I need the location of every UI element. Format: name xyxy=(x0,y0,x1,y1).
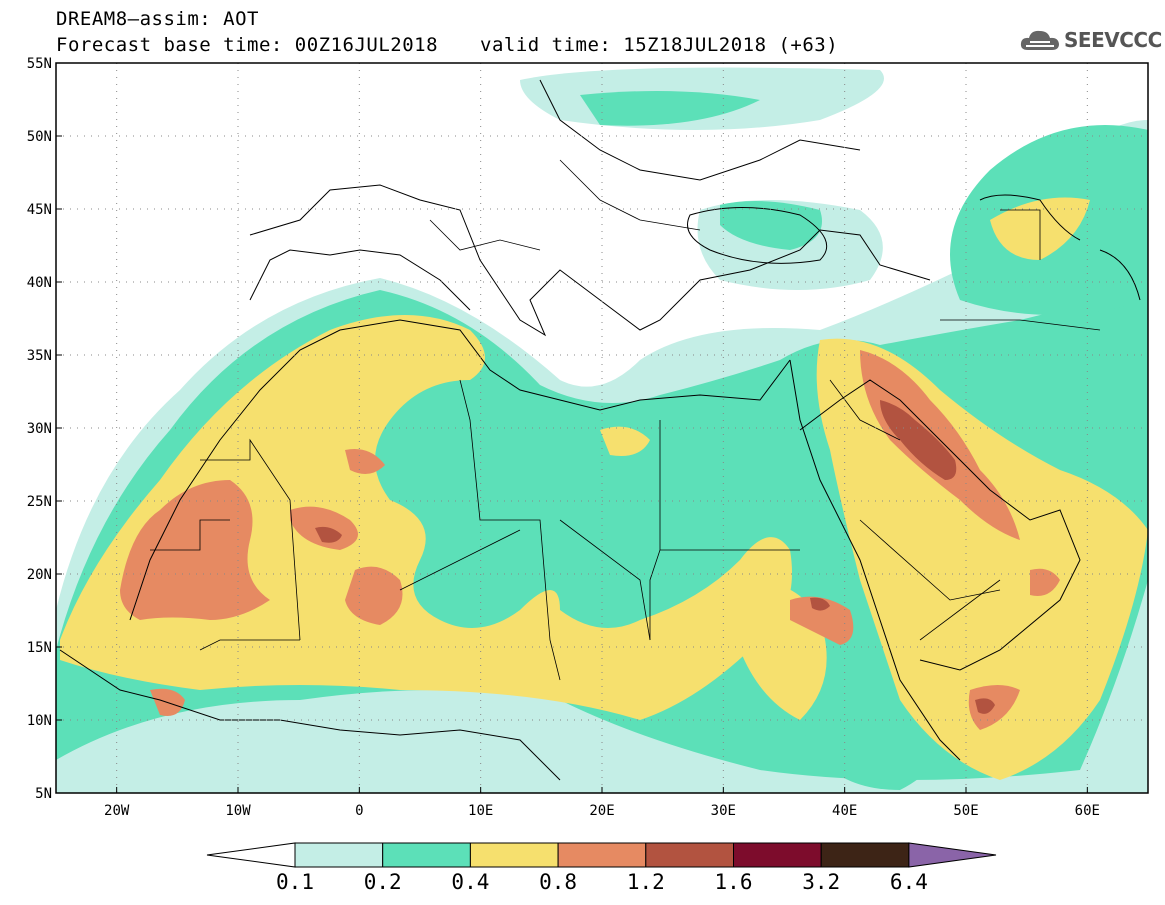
colorbar-level-label: 6.4 xyxy=(889,870,928,894)
colorbar-level-label: 0.8 xyxy=(539,870,578,894)
colorbar-level-label: 0.1 xyxy=(276,870,314,894)
colorbar-swatch xyxy=(557,842,647,868)
colorbar-level-label: 0.4 xyxy=(451,870,490,894)
aot-contour-12-16 xyxy=(315,400,995,714)
colorbar-level-label: 1.2 xyxy=(626,870,665,894)
cloud-icon xyxy=(1020,30,1059,50)
longitude-labels: 20W 10W 0 10E 20E 30E 40E 50E 60E xyxy=(104,803,1100,819)
lon-label: 50E xyxy=(953,803,978,819)
logo-text: SEEVCCC xyxy=(1064,28,1162,52)
colorbar xyxy=(206,842,997,868)
seevccc-logo: SEEVCCC xyxy=(1018,26,1162,56)
lon-label: 20W xyxy=(104,803,130,819)
colorbar-swatch xyxy=(820,842,910,868)
lat-label: 55N xyxy=(27,56,52,72)
lon-label: 20E xyxy=(589,803,614,819)
lon-label: 10E xyxy=(468,803,493,819)
lat-label: 20N xyxy=(27,567,52,583)
lat-label: 25N xyxy=(27,494,52,510)
lon-label: 10W xyxy=(225,803,251,819)
lat-label: 45N xyxy=(27,202,52,218)
latitude-labels: 55N 50N 45N 40N 35N 30N 25N 20N 15N 10N 5N xyxy=(27,56,52,802)
axis-ticks xyxy=(56,62,1088,794)
colorbar-low-extend xyxy=(206,842,296,868)
lat-label: 15N xyxy=(27,640,52,656)
lat-label: 10N xyxy=(27,713,52,729)
lat-label: 5N xyxy=(35,786,52,802)
lat-label: 30N xyxy=(27,421,52,437)
country-borders xyxy=(150,159,1101,681)
lat-label: 50N xyxy=(27,129,52,145)
lon-label: 40E xyxy=(832,803,857,819)
colorbar-high-extend xyxy=(908,842,997,868)
colorbar-level-label: 0.2 xyxy=(363,870,402,894)
colorbar-swatch xyxy=(294,842,384,868)
colorbar-level-label: 1.6 xyxy=(714,870,753,894)
lat-label: 40N xyxy=(27,275,52,291)
colorbar-swatch xyxy=(645,842,734,868)
colorbar-swatch xyxy=(733,842,822,868)
colorbar-swatch xyxy=(469,842,559,868)
lat-label: 35N xyxy=(27,348,52,364)
graticule xyxy=(56,63,1148,793)
lon-label: 60E xyxy=(1075,803,1100,819)
lon-label: 0 xyxy=(355,803,363,819)
valid-time: valid time: 15Z18JUL2018 (+63) xyxy=(480,34,839,56)
colorbar-swatch xyxy=(382,842,471,868)
colorbar-level-label: 3.2 xyxy=(802,870,841,894)
forecast-base-time: Forecast base time: 00Z16JUL2018 xyxy=(56,34,439,56)
lon-label: 30E xyxy=(711,803,736,819)
map-title: DREAM8–assim: AOT xyxy=(56,8,259,30)
